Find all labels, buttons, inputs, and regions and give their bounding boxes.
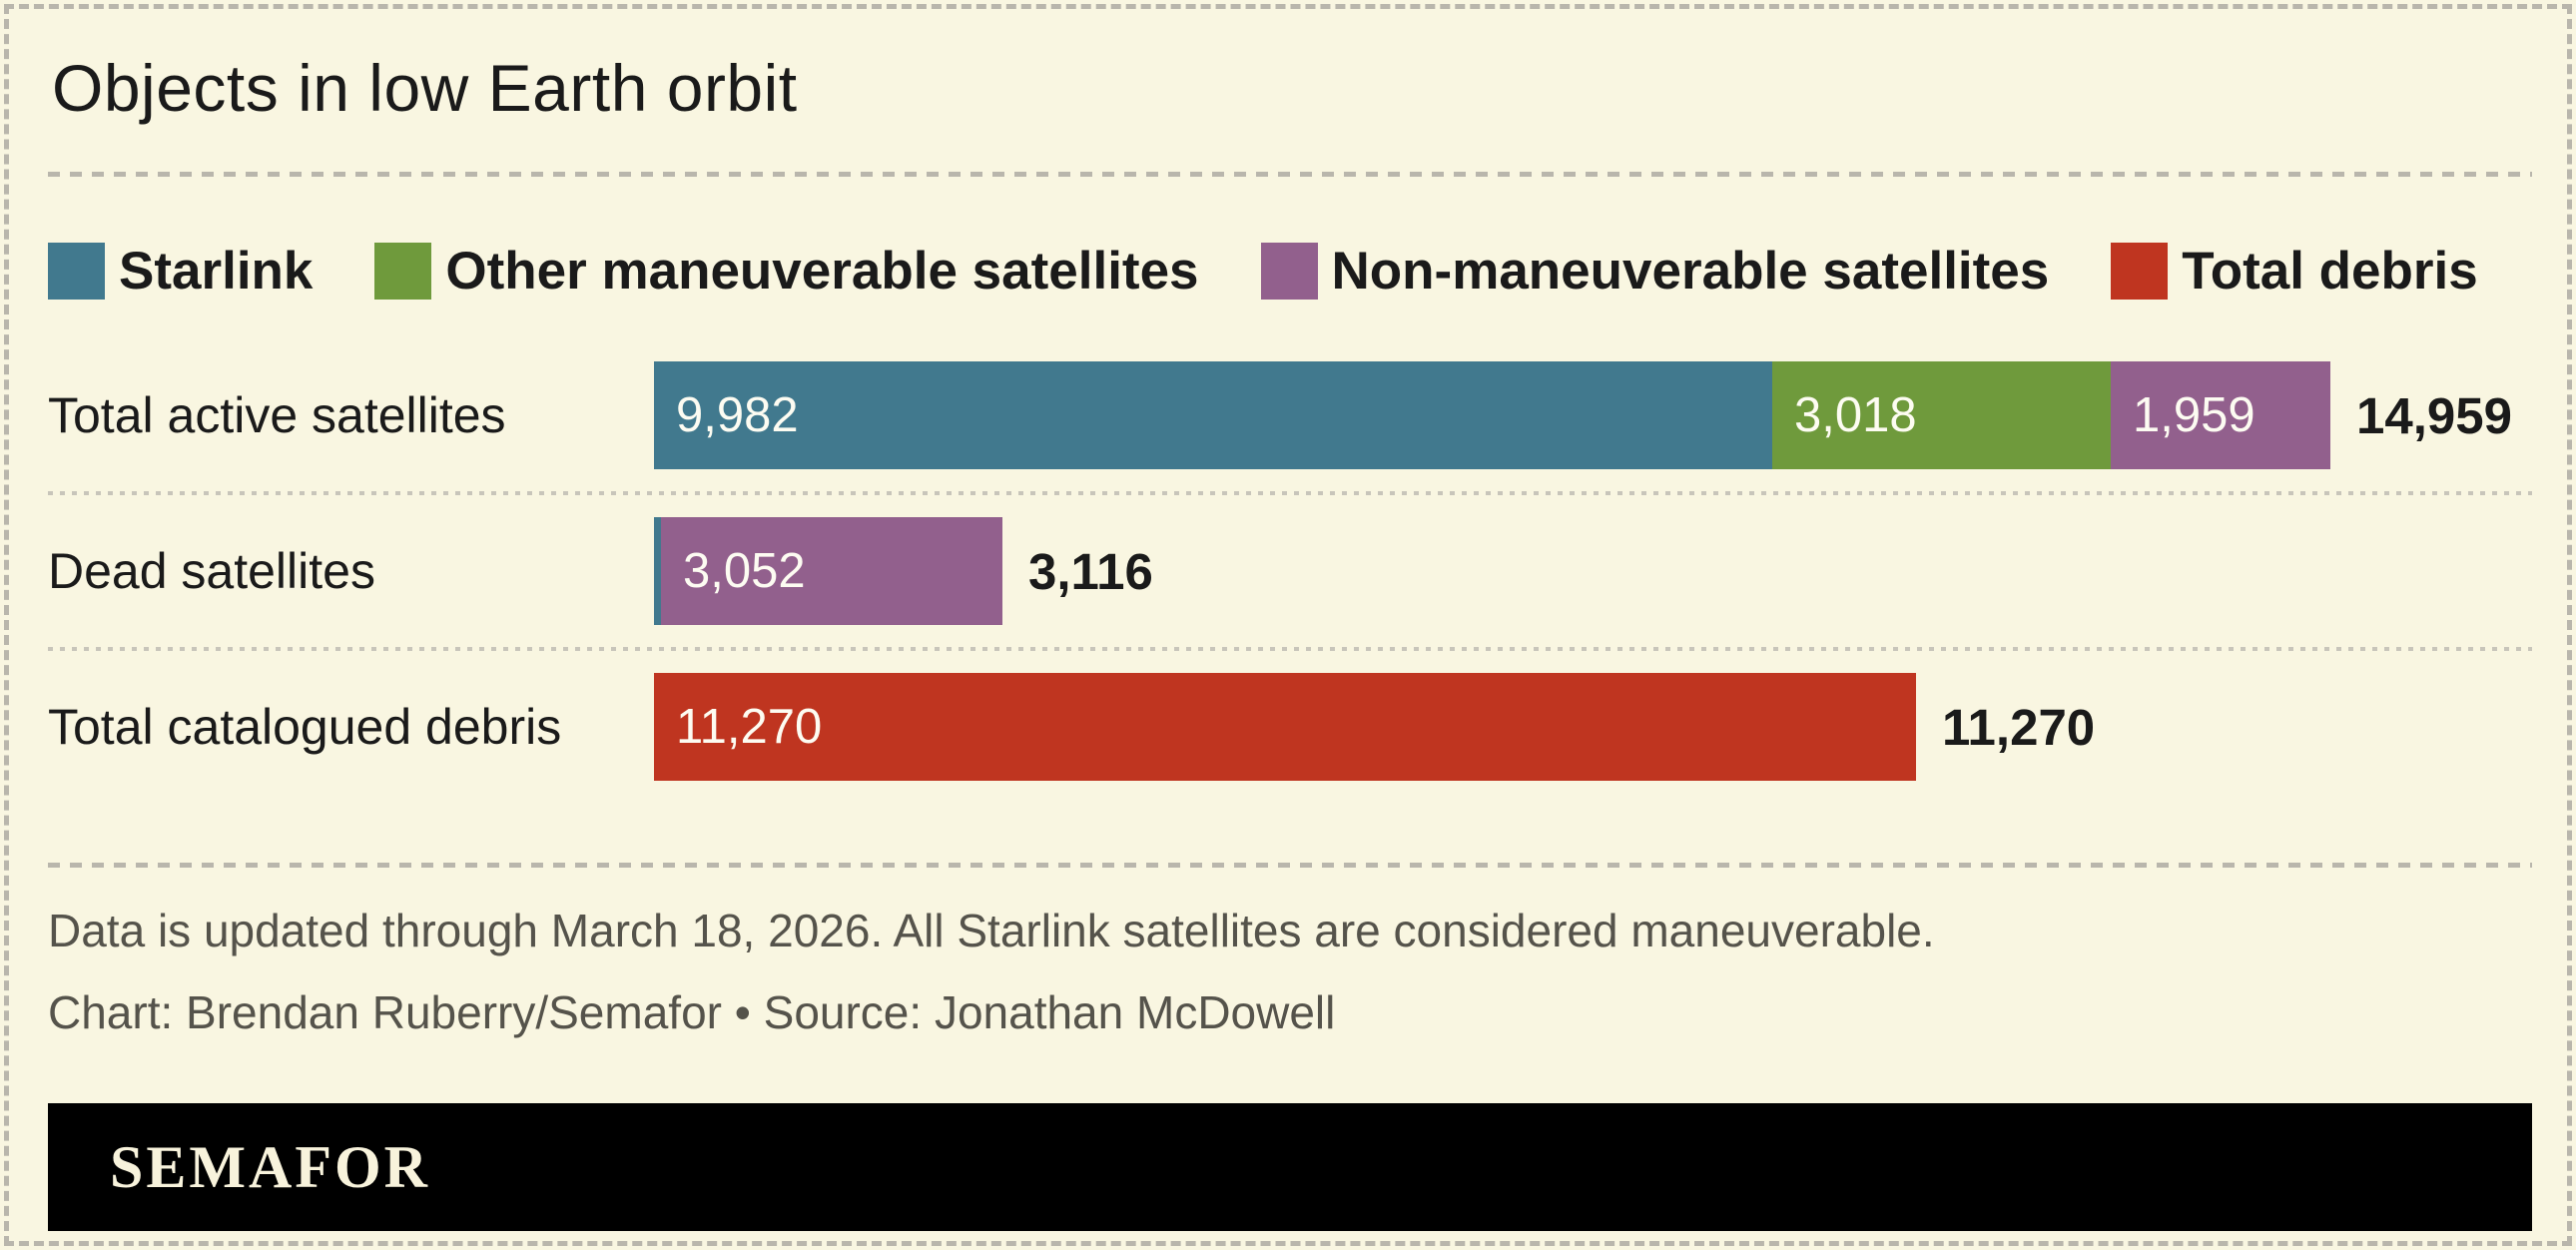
- bar-segment-value: 11,270: [676, 700, 823, 754]
- chart-row: Total catalogued debris 11,270 11,270: [48, 651, 2532, 803]
- bar-segment: 3,018: [1772, 361, 2111, 469]
- chart-credit: Chart: Brendan Ruberry/Semafor • Source:…: [48, 986, 1336, 1038]
- data-note: Data is updated through March 18, 2026. …: [48, 905, 1935, 956]
- title-divider: [48, 172, 2532, 177]
- bar-segment-value: 3,018: [1794, 388, 1917, 442]
- stacked-bar: 3,052: [654, 517, 1002, 625]
- bar-segment: 1,959: [2111, 361, 2330, 469]
- legend-swatch: [1260, 243, 1318, 300]
- chart-legend: Starlink Other maneuverable satellites Non…: [48, 241, 2532, 302]
- legend-label: Total debris: [2182, 242, 2478, 301]
- legend-item: Other maneuverable satellites: [374, 241, 1199, 302]
- bar-segment: 11,270: [654, 673, 1916, 781]
- chart-row: Dead satellites 3,052 3,116: [48, 495, 2532, 647]
- bar-segment-value: 3,052: [683, 544, 806, 598]
- semafor-logo: SEMAFOR: [110, 1133, 430, 1200]
- bar-segment: [654, 517, 661, 625]
- semafor-logo-bar: SEMAFOR: [48, 1103, 2532, 1231]
- legend-label: Non-maneuverable satellites: [1331, 242, 2050, 301]
- row-divider: [48, 647, 2532, 651]
- legend-swatch: [374, 243, 432, 300]
- stacked-bar: 9,982 3,018 1,959: [654, 361, 2330, 469]
- stacked-bar: 11,270: [654, 673, 1916, 781]
- legend-item: Starlink: [48, 241, 313, 302]
- bar-chart: Total active satellites 9,982 3,018 1,959 14…: [48, 329, 2532, 803]
- legend-label: Starlink: [119, 242, 314, 301]
- chart-row: Total active satellites 9,982 3,018 1,959 14…: [48, 329, 2532, 491]
- row-divider: [48, 491, 2532, 495]
- footer-divider: [48, 863, 2532, 868]
- legend-swatch: [2111, 243, 2169, 300]
- bar-segment-value: 9,982: [676, 388, 799, 442]
- row-label: Total active satellites: [48, 387, 506, 443]
- page-title: Objects in low Earth orbit: [52, 51, 798, 125]
- bar-segment-value: 1,959: [2133, 388, 2255, 442]
- row-label: Dead satellites: [48, 543, 375, 599]
- row-total-value: 14,959: [2356, 386, 2512, 444]
- row-total-value: 3,116: [1028, 542, 1153, 600]
- row-total-value: 11,270: [1942, 698, 2096, 756]
- bar-segment: 3,052: [661, 517, 1002, 625]
- row-label: Total catalogued debris: [48, 699, 562, 755]
- legend-swatch: [48, 243, 105, 300]
- legend-label: Other maneuverable satellites: [445, 242, 1199, 301]
- legend-item: Non-maneuverable satellites: [1260, 241, 2050, 302]
- legend-item: Total debris: [2111, 241, 2478, 302]
- bar-segment: 9,982: [654, 361, 1772, 469]
